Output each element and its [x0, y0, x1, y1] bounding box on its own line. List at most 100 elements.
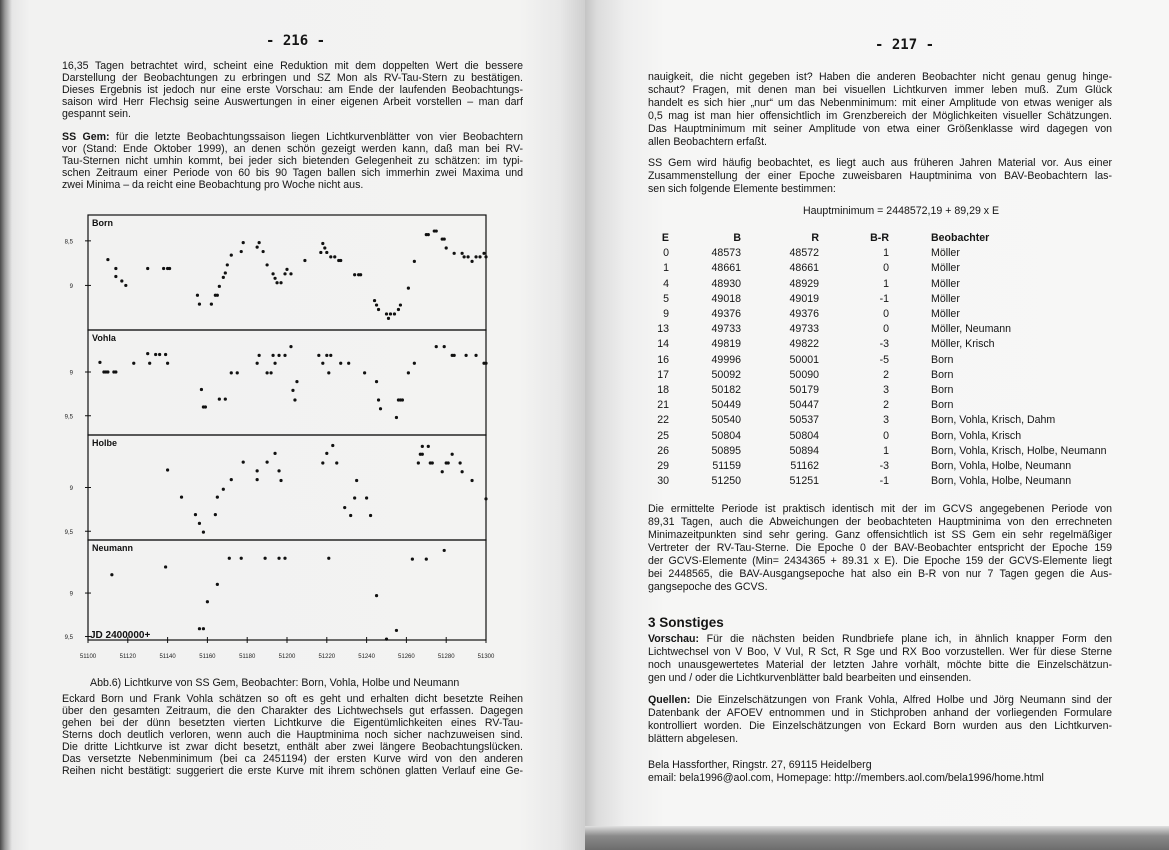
cell-b-r: 1	[883, 444, 889, 457]
text-line: saison wird Herr Flechsig seine Auswertu…	[62, 96, 523, 108]
data-point-holbe	[331, 443, 335, 448]
data-point-neumann	[374, 594, 379, 598]
data-point-holbe	[470, 478, 474, 483]
text-line: noch unausgewertetes Material der letzte…	[648, 659, 1112, 671]
column-header-b-r: B-R	[870, 232, 889, 244]
text-line: Das versetzte Nebenminimum (bei ca 24511…	[62, 753, 523, 765]
data-point-vohla	[229, 371, 233, 375]
panel-frame-born	[87, 214, 487, 331]
text-line: Die ermittelte Periode ist praktisch ide…	[648, 503, 1112, 515]
x-tick-label: 51300	[478, 654, 495, 660]
text-line: bei 2448565, die BAV-Ausgangsepoche hat …	[648, 568, 1112, 580]
cell-r: 51162	[790, 460, 819, 473]
data-point-born	[412, 259, 416, 263]
table-header-row: E B R B-R Beobachter	[645, 231, 1106, 246]
y-tick-label: 9	[70, 592, 74, 598]
cell-b-r: -3	[879, 460, 889, 473]
data-point-vohla	[293, 398, 297, 402]
data-point-born	[466, 255, 470, 259]
data-point-vohla	[376, 398, 381, 402]
table-row: 25 50804 50804 0 Born, Vohla, Krisch	[645, 429, 1106, 444]
data-point-born	[162, 266, 166, 271]
x-tick-label: 51200	[279, 654, 296, 660]
data-point-born	[460, 251, 464, 255]
data-point-vohla	[295, 380, 299, 384]
cell-beobachter: Möller, Krisch	[931, 338, 995, 351]
data-point-born	[484, 255, 488, 259]
data-point-holbe	[221, 487, 225, 491]
panel-label: Holbe	[92, 438, 117, 448]
data-point-neumann	[394, 628, 399, 633]
cell-e: 16	[657, 353, 669, 366]
data-point-vohla	[347, 361, 351, 365]
scan-edge-shadow	[585, 826, 1169, 850]
panel-frame-vohla	[87, 329, 487, 436]
cell-b-r: -1	[879, 475, 889, 488]
table-row: 30 51250 51251 -1 Born, Vohla, Holbe, Neuman…	[645, 474, 1106, 489]
cell-b: 48661	[711, 262, 741, 275]
data-point-born	[482, 251, 486, 255]
panel-frame-neumann	[87, 539, 487, 641]
data-point-vohla	[329, 353, 333, 357]
cell-b: 49996	[711, 353, 741, 366]
cell-beobachter: Born	[931, 399, 954, 412]
data-point-vohla	[255, 361, 259, 365]
cell-r: 48572	[789, 247, 819, 260]
paragraph-ss-gem: SS Gem: für die letzte Beobachtungssaiso…	[62, 131, 523, 191]
data-point-born	[223, 271, 227, 275]
data-point-neumann	[215, 582, 219, 586]
paragraph-vorschau: Vorschau: Für die nächsten beiden Rundbr…	[648, 633, 1112, 685]
cell-b: 49733	[711, 323, 741, 336]
cell-r: 50447	[789, 399, 819, 412]
data-point-born	[442, 237, 446, 241]
cell-e: 22	[657, 414, 669, 427]
data-point-holbe	[420, 452, 424, 456]
table-row: 29 51159 51162 -3 Born, Vohla, Holbe, Neuman…	[645, 459, 1106, 474]
data-point-born	[229, 253, 233, 257]
data-point-born	[388, 312, 393, 316]
data-point-vohla	[474, 353, 478, 357]
data-point-holbe	[349, 513, 353, 518]
text-line: Lichtwechsel von V Boo, V Vul, R Sct, R …	[648, 646, 1112, 658]
data-point-vohla	[277, 353, 281, 357]
data-point-born	[271, 272, 275, 276]
text-line: gangsepoche des GCVS.	[648, 581, 768, 593]
y-tick-label: 9,5	[65, 414, 74, 420]
data-point-holbe	[166, 468, 170, 472]
x-axis-label: JD 2400000+	[90, 630, 150, 641]
data-point-born	[303, 258, 307, 263]
data-point-neumann	[327, 556, 331, 560]
data-point-neumann	[442, 548, 446, 553]
text-line: zwei Minima – da reicht eine Beobachtung…	[62, 179, 364, 191]
data-point-vohla	[406, 371, 410, 375]
data-point-holbe	[197, 521, 202, 525]
cell-e: 13	[657, 323, 669, 336]
data-point-holbe	[201, 530, 206, 534]
text-line: SS Gem: für die letzte Beobachtungssaiso…	[62, 131, 523, 143]
text-line: Tau-Sternen nicht umhin kommt, bei jeder…	[62, 155, 523, 167]
data-point-vohla	[114, 370, 118, 374]
text-line: Datenbank der AFOEV entnommen und in Sti…	[648, 707, 1112, 719]
table-row: 14 49819 49822 -3 Möller, Krisch	[645, 337, 1106, 352]
data-point-vohla	[265, 371, 269, 375]
data-point-neumann	[277, 556, 281, 560]
data-point-vohla	[106, 370, 110, 374]
data-point-holbe	[353, 496, 357, 500]
data-point-holbe	[277, 469, 281, 473]
data-point-born	[167, 266, 172, 271]
x-tick-label: 51160	[199, 654, 216, 660]
data-point-neumann	[424, 557, 428, 561]
data-point-born	[333, 255, 337, 259]
text-line: allen Beobachtern erfaßt.	[648, 136, 767, 148]
data-point-vohla	[269, 371, 273, 375]
data-point-holbe	[440, 470, 444, 474]
table-row: 13 49733 49733 0 Möller, Neumann	[645, 322, 1106, 337]
data-point-holbe	[416, 461, 420, 465]
data-point-born	[221, 275, 225, 280]
cell-b: 49819	[711, 338, 741, 351]
data-point-born	[396, 307, 401, 312]
cell-r: 49822	[789, 338, 819, 351]
data-point-holbe	[179, 495, 184, 499]
text-line: sen sich folgende Elemente bestimmen:	[648, 183, 836, 195]
data-point-born	[426, 233, 430, 237]
